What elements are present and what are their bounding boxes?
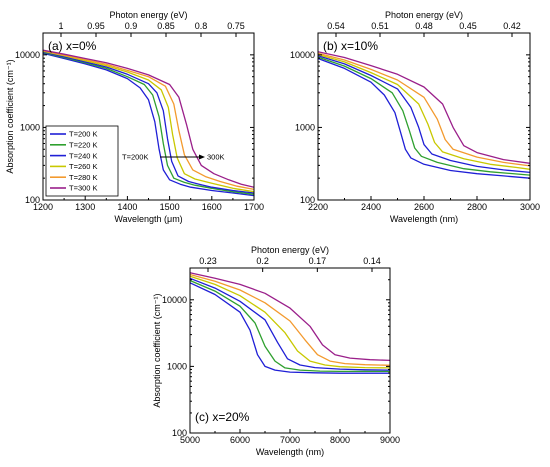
series-line-t-220-k: [317, 56, 531, 176]
top-tick-label: 0.23: [199, 256, 217, 266]
series-lines: [317, 51, 531, 179]
top-tick-label: 0.2: [256, 256, 269, 266]
top-tick-label: 0.54: [327, 21, 345, 31]
y-axis-title: Absorption coefficient (cm⁻¹): [5, 59, 15, 173]
y-tick-label: 10000: [162, 295, 187, 305]
series-line-t-260-k: [189, 275, 391, 369]
top-tick-label: 0.8: [195, 21, 208, 31]
legend-box: [45, 125, 119, 197]
series-lines: [189, 272, 391, 374]
series-line-t-280-k: [42, 50, 255, 191]
x-tick-label: 1400: [117, 202, 137, 212]
chart-panel-3: 5000 6000 7000 8000 9000 100 1000 10000 0.23 0.2 0…: [152, 245, 400, 457]
legend-label: T=260 K: [69, 162, 98, 171]
x-tick-label: 1500: [160, 202, 180, 212]
legend-label: T=200 K: [69, 130, 98, 139]
series-line-t-300-k: [189, 272, 391, 362]
top-tick-label: 0.48: [415, 21, 433, 31]
x-tick-label: 8000: [330, 435, 350, 445]
series-line-t-280-k: [317, 52, 531, 167]
x-tick-label: 2200: [308, 202, 328, 212]
series-line-t-220-k: [42, 51, 255, 195]
x-axis-title: Wavelength (nm): [256, 447, 324, 457]
legend-label: T=280 K: [69, 173, 98, 182]
y-tick-label: 1000: [20, 122, 40, 132]
series-line-t-200-k: [317, 57, 531, 179]
x-tick-label: 1700: [244, 202, 264, 212]
y-tick-label: 1000: [295, 122, 315, 132]
chart-panel-1: 1200 1300 1400 1500 1600 1700 100 1000 10000 1 0.9…: [5, 10, 264, 224]
y-tick-label: 10000: [290, 50, 315, 60]
panel-label: (a) x=0%: [48, 39, 97, 53]
top-tick-label: 0.51: [371, 21, 389, 31]
top-tick-label: 0.14: [363, 256, 381, 266]
y-tick-label: 100: [25, 195, 40, 205]
top-tick-label: 0.45: [459, 21, 477, 31]
series-line-t-240-k: [189, 277, 391, 371]
legend-label: T=220 K: [69, 141, 98, 150]
series-line-t-260-k: [317, 53, 531, 170]
legend-label: T=240 K: [69, 151, 98, 160]
series-line-t-280-k: [189, 273, 391, 366]
top-tick-label: 0.85: [157, 21, 175, 31]
y-tick-label: 1000: [167, 361, 187, 371]
annotation-right-label: 300K: [207, 153, 225, 162]
top-tick-label: 0.42: [503, 21, 521, 31]
x-tick-label: 1300: [75, 202, 95, 212]
x-tick-label: 9000: [380, 435, 400, 445]
y-tick-label: 100: [172, 428, 187, 438]
panel-label: (b) x=10%: [323, 39, 378, 53]
series-line-t-200-k: [189, 282, 390, 374]
legend: T=200 K T=220 KT=240 K T=260 K T=280 K T=300…: [45, 125, 119, 197]
x-axis-title: Wavelength (μm): [114, 214, 182, 224]
x-tick-label: 6000: [230, 435, 250, 445]
series-line-t-260-k: [42, 50, 255, 193]
x-tick-label: 5000: [180, 435, 200, 445]
top-axis-title: Photon energy (eV): [109, 10, 187, 20]
series-line-t-300-k: [42, 49, 255, 188]
y-axis-title: Absorption coefficient (cm⁻¹): [152, 293, 162, 407]
legend-label: T=300 K: [69, 184, 98, 193]
x-tick-label: 2400: [361, 202, 381, 212]
x-tick-label: 7000: [280, 435, 300, 445]
x-tick-label: 3000: [520, 202, 540, 212]
x-tick-label: 2800: [467, 202, 487, 212]
top-tick-label: 0.9: [125, 21, 138, 31]
x-tick-label: 1600: [202, 202, 222, 212]
annotation-arrow-head: [199, 154, 205, 160]
series-line-t-240-k: [317, 55, 531, 174]
x-tick-label: 1200: [33, 202, 53, 212]
plot-frame: [189, 267, 391, 434]
series-line-t-200-k: [42, 52, 255, 197]
y-tick-label: 100: [300, 195, 315, 205]
top-tick-label: 1: [58, 21, 63, 31]
temperature-arrow-annotation: T=200K 300K: [122, 153, 225, 162]
annotation-left-label: T=200K: [122, 153, 148, 162]
series-line-t-240-k: [42, 51, 255, 194]
y-tick-label: 10000: [15, 50, 40, 60]
panel-label: (c) x=20%: [195, 410, 250, 424]
top-axis-title: Photon energy (eV): [251, 245, 329, 255]
x-tick-label: 2600: [414, 202, 434, 212]
series-line-t-220-k: [189, 279, 390, 373]
chart-panel-2: 2200 2400 2600 2800 3000 100 1000 10000 0.54 0.51…: [290, 10, 540, 224]
top-tick-label: 0.75: [227, 21, 245, 31]
top-axis-title: Photon energy (eV): [385, 10, 463, 20]
top-tick-label: 0.95: [87, 21, 105, 31]
series-lines: [42, 49, 255, 197]
top-tick-label: 0.17: [309, 256, 327, 266]
x-axis-title: Wavelength (nm): [390, 214, 458, 224]
series-line-t-300-k: [317, 51, 531, 164]
